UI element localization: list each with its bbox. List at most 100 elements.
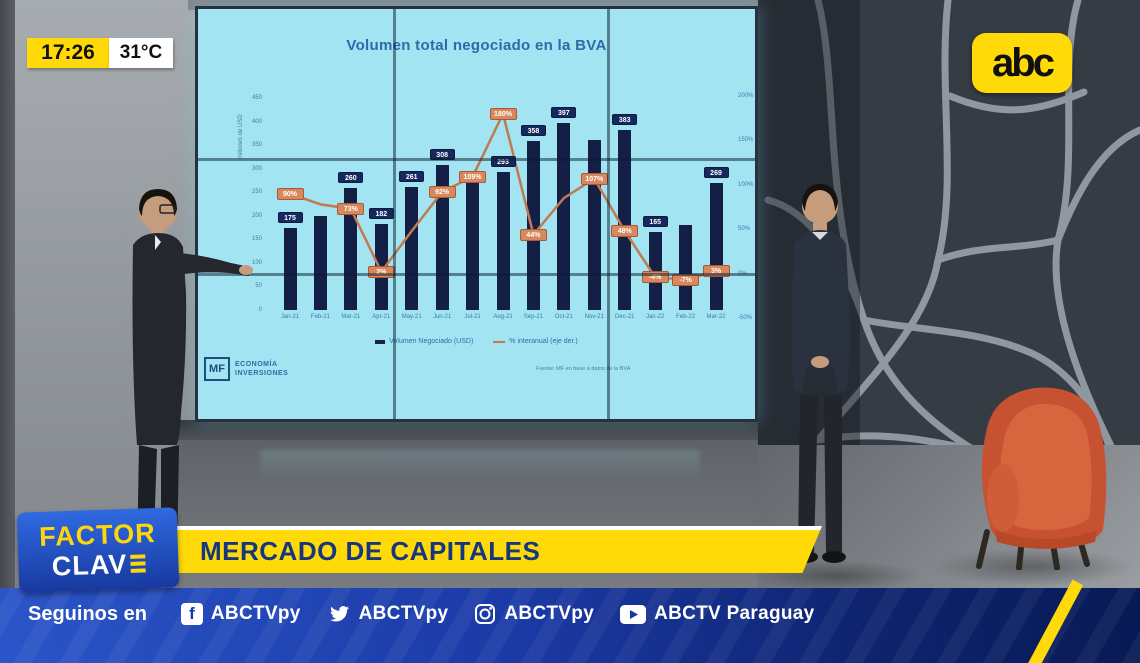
line-legend-marker bbox=[493, 340, 506, 343]
x-axis-label: Jan-22 bbox=[645, 314, 665, 320]
legend-label: % interanual (eje der.) bbox=[509, 338, 578, 345]
x-axis-label: Aug-21 bbox=[493, 314, 513, 320]
bar-value-label: 260 bbox=[338, 171, 364, 183]
bar-value-label: 165 bbox=[642, 216, 668, 228]
headline-banner: MERCADO DE CAPITALES bbox=[172, 526, 822, 573]
x-axis-label: Oct-21 bbox=[554, 314, 573, 320]
volume-bar bbox=[679, 225, 693, 310]
volume-bar bbox=[466, 175, 480, 310]
left-axis-tick: 150 bbox=[251, 236, 262, 243]
mf-brand-line1: ECONOMÍA bbox=[235, 360, 278, 368]
mf-brand: MF ECONOMÍA INVERSIONES bbox=[204, 357, 288, 381]
line-value-label: 109% bbox=[459, 170, 487, 183]
volume-bar bbox=[557, 122, 571, 310]
right-axis-tick: 200% bbox=[738, 93, 754, 99]
mf-logo: MF bbox=[204, 357, 230, 381]
x-axis-label: Apr-21 bbox=[372, 314, 391, 320]
right-axis-tick: 100% bbox=[738, 181, 754, 188]
panel-seam bbox=[198, 158, 755, 161]
x-axis-label: Jun-21 bbox=[432, 314, 452, 320]
orange-armchair bbox=[976, 387, 1107, 570]
x-axis-label: Mar-21 bbox=[341, 314, 361, 320]
youtube-icon bbox=[620, 604, 647, 624]
legend-label: Volumen Negociado (USD) bbox=[389, 338, 474, 345]
line-value-label: 2% bbox=[367, 265, 395, 278]
panel-seam bbox=[198, 273, 755, 276]
legend-item-interanual: % interanual (eje der.) bbox=[493, 338, 578, 345]
left-axis-tick: 450 bbox=[251, 95, 262, 101]
left-axis-tick: 200 bbox=[251, 212, 262, 219]
volume-bar bbox=[526, 141, 540, 310]
volume-bar bbox=[618, 129, 632, 310]
left-axis-tick: 100 bbox=[251, 259, 262, 266]
line-value-label: 73% bbox=[337, 202, 365, 215]
line-value-label: 48% bbox=[611, 224, 639, 237]
bar-value-label: 358 bbox=[520, 125, 546, 137]
x-axis-label: Mar-22 bbox=[706, 314, 726, 320]
line-value-label: 180% bbox=[489, 107, 517, 120]
right-axis-tick: 50% bbox=[738, 226, 751, 233]
left-axis-tick: 300 bbox=[251, 165, 262, 172]
social-row: Seguinos en f ABCTVpy ABCTVpy ABCTVpy AB… bbox=[28, 602, 815, 626]
instagram-icon bbox=[475, 604, 496, 624]
panel-seam bbox=[393, 9, 396, 419]
social-handle: ABCTVpy bbox=[358, 603, 449, 624]
program-badge-line2-text: CLAV bbox=[51, 548, 128, 582]
volume-bar bbox=[283, 227, 297, 310]
bar-value-label: 293 bbox=[490, 155, 516, 167]
bar-value-label: 261 bbox=[399, 171, 425, 183]
social-handle: ABCTVpy bbox=[504, 603, 595, 624]
x-axis-label: Sep-21 bbox=[523, 314, 544, 320]
volume-bar bbox=[496, 171, 510, 310]
bar-value-label: 182 bbox=[368, 208, 394, 220]
screen-reflection bbox=[260, 450, 700, 484]
line-value-label: 92% bbox=[428, 185, 456, 198]
volume-bar bbox=[587, 140, 601, 310]
bar-value-label: 175 bbox=[277, 211, 303, 223]
stripe-pattern bbox=[0, 588, 1140, 663]
channel-logo-text: abc bbox=[992, 40, 1055, 85]
studio-pole bbox=[0, 0, 15, 663]
social-label: Seguinos en bbox=[28, 602, 147, 625]
twitter-icon bbox=[329, 606, 349, 622]
social-account-youtube: ABCTV Paraguay bbox=[620, 603, 814, 625]
social-account-twitter: ABCTVpy bbox=[327, 602, 449, 626]
panel-seam bbox=[607, 9, 610, 419]
chart-source-note: Fuente: MF en base a datos de la BVA bbox=[536, 366, 631, 372]
headline-text: MERCADO DE CAPITALES bbox=[200, 536, 541, 566]
social-account-instagram: ABCTVpy bbox=[474, 603, 594, 625]
social-bar: Seguinos en f ABCTVpy ABCTVpy ABCTVpy AB… bbox=[0, 579, 1140, 663]
program-badge-line2: CLAV bbox=[51, 548, 146, 582]
social-handle: ABCTV Paraguay bbox=[654, 603, 815, 624]
volume-bar bbox=[405, 187, 419, 310]
shadow bbox=[930, 548, 1135, 586]
temperature-badge: 31°C bbox=[109, 38, 173, 68]
glasses bbox=[159, 204, 176, 214]
volume-bar bbox=[709, 183, 723, 310]
right-axis-tick: 150% bbox=[738, 137, 754, 144]
line-value-label: 107% bbox=[580, 172, 608, 185]
left-axis-tick: 350 bbox=[251, 142, 262, 149]
studio-wall-top bbox=[188, 0, 760, 10]
legend-item-volume: Volumen Negociado (USD) bbox=[375, 338, 473, 345]
x-axis-label: Nov-21 bbox=[584, 314, 604, 320]
presenter-right bbox=[791, 184, 851, 563]
chart-title: Volumen total negociado en la BVA bbox=[346, 37, 607, 54]
bar-value-label: 397 bbox=[551, 106, 577, 118]
left-axis-tick: 50 bbox=[255, 283, 262, 290]
video-wall-chart: Volumen total negociado en la BVA millon… bbox=[195, 6, 758, 422]
left-axis-tick: 0 bbox=[258, 307, 262, 313]
x-axis-label: May-21 bbox=[401, 314, 422, 320]
facebook-icon: f bbox=[180, 603, 203, 625]
x-axis-label: Dec-21 bbox=[615, 314, 635, 320]
x-axis-label: Feb-22 bbox=[676, 314, 696, 320]
social-account-facebook: f ABCTVpy bbox=[180, 603, 301, 625]
x-axis-label: Jan-21 bbox=[280, 314, 300, 320]
channel-logo: abc bbox=[972, 33, 1072, 93]
program-badge: FACTOR CLAV bbox=[16, 507, 180, 593]
line-value-label: 90% bbox=[276, 187, 304, 200]
volume-bar bbox=[313, 215, 327, 310]
mf-brand-line2: INVERSIONES bbox=[235, 370, 289, 377]
x-axis-label: Jul-21 bbox=[464, 314, 481, 320]
bar-legend-marker bbox=[375, 339, 386, 344]
